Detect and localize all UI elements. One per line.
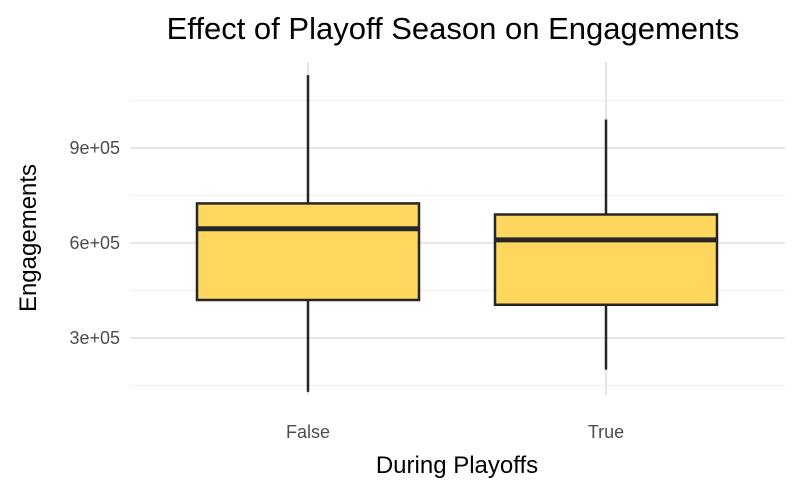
x-tick-label: False [286,422,330,442]
chart-title: Effect of Playoff Season on Engagements [167,11,740,46]
y-tick-label: 3e+05 [69,328,120,348]
x-tick-label: True [588,422,624,442]
y-tick-label: 9e+05 [69,138,120,158]
box-iqr [195,202,421,302]
x-axis-ticks: False True [286,422,624,442]
y-axis-ticks: 3e+05 6e+05 9e+05 [69,138,120,348]
boxes [195,75,719,392]
box-true [493,119,719,370]
box-iqr [493,213,719,306]
x-axis-title: During Playoffs [376,452,538,479]
y-axis-title: Engagements [15,164,42,312]
box-false [195,75,421,392]
y-tick-label: 6e+05 [69,233,120,253]
